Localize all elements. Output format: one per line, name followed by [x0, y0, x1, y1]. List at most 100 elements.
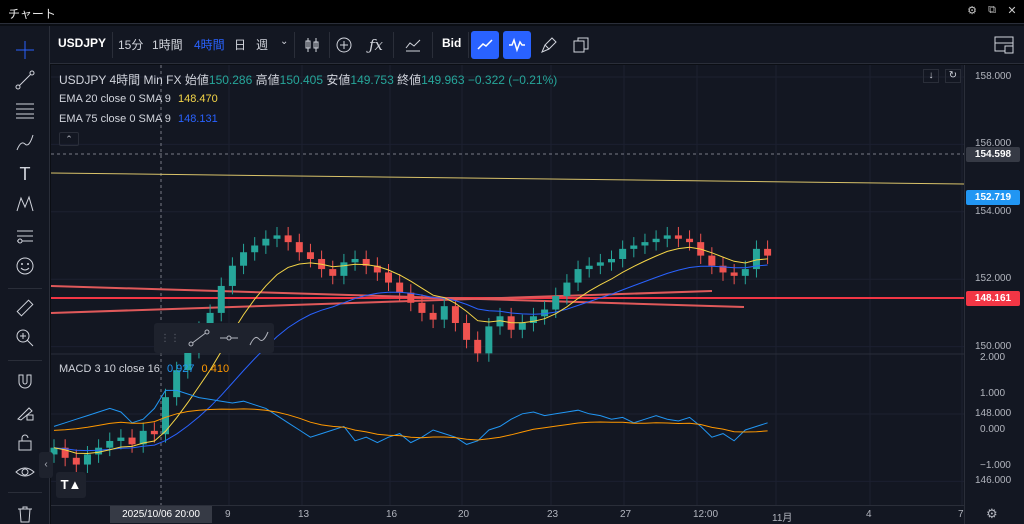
- layout-icon[interactable]: [990, 31, 1018, 59]
- clone-icon[interactable]: [567, 31, 595, 59]
- candle: [206, 312, 214, 330]
- change-value: −0.322 (−0.21%): [467, 73, 558, 87]
- tradingview-logo[interactable]: T▲: [56, 472, 86, 498]
- time-axis-label: 13: [298, 509, 310, 520]
- time-axis[interactable]: [51, 505, 964, 524]
- candle: [529, 316, 537, 324]
- candle: [485, 326, 493, 354]
- collapse-legend-icon[interactable]: ⌃: [59, 132, 79, 146]
- fx-icon[interactable]: ƒx: [368, 36, 383, 54]
- wave-icon[interactable]: [503, 31, 531, 59]
- ema20-label: EMA 20 close 0 SMA 9: [59, 93, 171, 105]
- macd-label: MACD 3 10 close 16: [59, 363, 160, 375]
- candle: [719, 265, 727, 273]
- add-indicator-icon[interactable]: [330, 31, 358, 59]
- popout-icon[interactable]: ⧉: [988, 4, 996, 16]
- signal-line: [53, 408, 768, 441]
- compare-icon[interactable]: [399, 31, 427, 59]
- collapse-toolbar-icon[interactable]: ‹: [39, 452, 53, 478]
- ema20-value: 148.470: [177, 93, 218, 105]
- candle: [686, 238, 694, 243]
- trendline-icon[interactable]: [13, 68, 37, 92]
- time-axis-label: 20: [458, 509, 470, 520]
- ema20-legend[interactable]: EMA 20 close 0 SMA 9 148.470: [59, 93, 218, 105]
- candles-icon[interactable]: [298, 31, 326, 59]
- candle: [741, 269, 749, 276]
- refresh-icon[interactable]: ↻: [945, 69, 961, 83]
- magnet-icon[interactable]: [13, 370, 37, 394]
- interval-15m[interactable]: 15分: [118, 38, 144, 52]
- interval-week[interactable]: 週: [256, 38, 269, 52]
- settings-icon[interactable]: ⚙: [967, 5, 977, 17]
- candle: [608, 258, 615, 263]
- macd-line: [53, 389, 768, 445]
- trash-icon[interactable]: [13, 502, 37, 524]
- divider: [8, 492, 42, 493]
- fib-icon[interactable]: [13, 98, 37, 122]
- resistance-trendline[interactable]: [50, 172, 965, 185]
- legend-symbol[interactable]: USDJPY: [59, 73, 107, 87]
- brush-tool-icon[interactable]: [248, 329, 270, 347]
- candle: [106, 440, 114, 448]
- candle: [619, 248, 627, 259]
- candle: [262, 238, 270, 246]
- chart-pane[interactable]: [51, 65, 973, 524]
- candle: [451, 306, 459, 324]
- candle: [72, 457, 80, 465]
- lock-drawings-icon[interactable]: [13, 400, 37, 424]
- download-icon[interactable]: ↓: [923, 69, 939, 83]
- close-icon[interactable]: ✕: [1007, 5, 1017, 17]
- crosshair-date: 2025/10/06: [122, 509, 173, 520]
- candle: [541, 309, 549, 317]
- symbol-button[interactable]: USDJPY: [58, 36, 107, 50]
- macd-legend[interactable]: MACD 3 10 close 16 0.927 0.410: [59, 363, 229, 375]
- pattern-icon[interactable]: [13, 192, 37, 216]
- time-axis-label: 16: [386, 509, 398, 520]
- candle: [585, 265, 593, 270]
- settings-icon[interactable]: ⚙: [986, 506, 998, 521]
- candle: [674, 235, 682, 239]
- interval-day[interactable]: 日: [234, 38, 247, 52]
- horizontal-ray-icon[interactable]: [218, 329, 240, 347]
- candle: [184, 349, 192, 371]
- candle: [162, 397, 169, 435]
- prediction-icon[interactable]: [13, 224, 37, 248]
- candle: [630, 245, 638, 249]
- candle: [306, 252, 314, 259]
- candle: [95, 447, 103, 455]
- emoji-icon[interactable]: [13, 254, 37, 278]
- high-label: 高値: [255, 73, 280, 87]
- drag-handle-icon[interactable]: ⋮⋮: [160, 332, 180, 344]
- ruler-icon[interactable]: [13, 296, 37, 320]
- eye-icon[interactable]: [13, 460, 37, 484]
- divider: [432, 32, 433, 58]
- window-title: チャート: [8, 7, 56, 21]
- text-icon[interactable]: T: [19, 163, 31, 184]
- time-axis-label: 23: [547, 509, 559, 520]
- price-axis-label: 154.000: [975, 205, 1012, 217]
- divider: [393, 32, 394, 58]
- close-label: 終値: [397, 73, 422, 87]
- trendline-tool-icon[interactable]: [188, 329, 210, 347]
- candle: [652, 238, 660, 243]
- brush-icon[interactable]: [535, 31, 563, 59]
- trendline-red[interactable]: [50, 290, 713, 314]
- zoom-in-icon[interactable]: [13, 326, 37, 350]
- candle: [228, 265, 236, 286]
- interval-4h[interactable]: 4時間: [194, 38, 225, 52]
- candle: [440, 306, 448, 320]
- price-axis-label: 158.000: [975, 71, 1012, 82]
- candle: [563, 282, 571, 297]
- crosshair-icon[interactable]: [13, 38, 37, 62]
- lock-icon[interactable]: [13, 430, 37, 454]
- chevron-down-icon[interactable]: ⌄: [280, 36, 289, 47]
- top-toolbar: USDJPY 15分 1時間 4時間 日 週 ⌄ ƒx Bid: [50, 26, 1024, 64]
- ema75-legend[interactable]: EMA 75 close 0 SMA 9 148.131: [59, 113, 218, 125]
- trendline-red[interactable]: [50, 285, 745, 308]
- bid-toggle[interactable]: Bid: [442, 36, 462, 50]
- interval-1h[interactable]: 1時間: [152, 38, 183, 52]
- candle: [329, 269, 337, 276]
- pen-icon[interactable]: [13, 130, 37, 154]
- line-chart-icon[interactable]: [471, 31, 499, 59]
